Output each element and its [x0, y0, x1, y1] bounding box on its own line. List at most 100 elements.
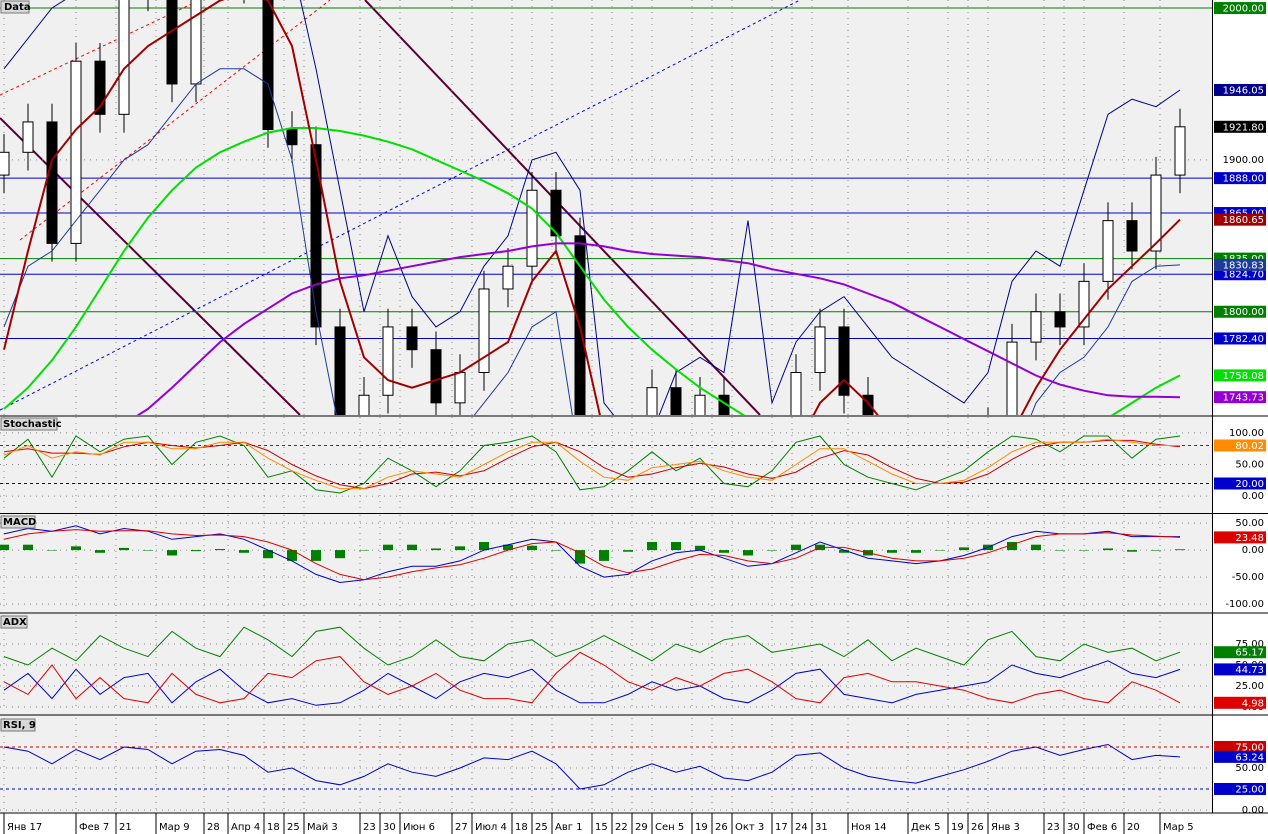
candle-body	[550, 189, 562, 237]
panel-title: RSI, 9	[3, 720, 36, 731]
x-tick-label: 30	[1067, 822, 1080, 833]
candle-body	[94, 60, 106, 115]
x-tick-label: 25	[535, 822, 548, 833]
histogram-bar	[47, 550, 57, 551]
histogram-bar	[575, 550, 585, 564]
panel-title-box	[0, 615, 28, 629]
histogram-bar	[215, 549, 225, 551]
histogram-bar	[239, 550, 249, 553]
x-tick-label: 19	[951, 822, 964, 833]
candle-body	[46, 121, 58, 244]
panel-title: ADX	[3, 617, 27, 628]
horizontal-line-label: 1824.70	[1223, 270, 1264, 281]
horizontal-line-label: 1782.40	[1223, 334, 1264, 345]
candle-body	[670, 387, 682, 415]
last-value-label-box	[1214, 646, 1266, 659]
panel-title-box	[0, 718, 36, 732]
panel-title-box	[0, 515, 36, 529]
candle-body	[1102, 220, 1114, 282]
indicator-line	[3, 68, 1181, 415]
horizontal-line-label-box	[1214, 305, 1266, 318]
panels	[0, 0, 1212, 812]
histogram-bar	[455, 546, 465, 551]
candle-body	[406, 326, 418, 351]
x-tick-label: Сен 5	[655, 822, 684, 833]
last-value-label: 1758.08	[1223, 371, 1264, 382]
x-tick-label: 27	[455, 822, 468, 833]
last-value-label: 80.02	[1235, 441, 1264, 452]
level-label: 75.00	[1235, 742, 1264, 753]
last-value-label-box	[1214, 258, 1266, 271]
x-tick-label: Июн 6	[403, 822, 435, 833]
x-tick-label: Янв 3	[991, 822, 1020, 833]
indicator-line	[3, 435, 1181, 494]
candle-body	[22, 121, 34, 153]
candle-body	[70, 60, 82, 244]
histogram-bar	[1151, 550, 1161, 551]
histogram-bar	[1175, 549, 1185, 551]
histogram-bar	[695, 545, 705, 551]
y-tick-label: 0.00	[1242, 545, 1264, 556]
y-tick-label: -100.00	[1225, 599, 1264, 610]
panel-title-box	[0, 417, 58, 431]
panel	[0, 515, 1212, 610]
last-value-label-box	[1214, 531, 1266, 544]
histogram-bar	[407, 544, 417, 551]
histogram-bar	[383, 544, 393, 551]
histogram-bar	[1103, 548, 1113, 551]
histogram-bar	[167, 550, 177, 556]
x-tick-label: 18	[267, 822, 280, 833]
histogram-bar	[95, 550, 105, 553]
indicator-line	[3, 529, 1181, 581]
histogram-bar	[287, 550, 297, 561]
x-tick-label: Ноя 14	[851, 822, 887, 833]
histogram-bar	[359, 550, 369, 551]
horizontal-line-label: 2000.00	[1223, 4, 1264, 15]
last-value-label-box	[1214, 439, 1266, 452]
x-tick-label: 28	[207, 822, 220, 833]
histogram-bar	[551, 550, 561, 551]
last-value-label: 1860.65	[1223, 215, 1264, 226]
level-label: 25.00	[1235, 784, 1264, 795]
histogram-bar	[623, 550, 633, 552]
last-value-label: 1921.80	[1223, 122, 1264, 133]
histogram-bar	[527, 545, 537, 551]
last-value-label-box	[1214, 83, 1266, 96]
y-tick-label: 50.00	[1235, 460, 1264, 471]
x-tick-label: Июл 4	[475, 822, 507, 833]
level-label-box	[1214, 782, 1266, 795]
x-tick-label: Фев 7	[79, 822, 109, 833]
y-tick-label: 1900.00	[1223, 155, 1264, 166]
indicator-line	[3, 127, 1181, 415]
candle-body	[478, 288, 490, 373]
horizontal-line-label-box	[1214, 2, 1266, 15]
histogram-bar	[1007, 541, 1017, 551]
histogram-bar	[263, 550, 273, 559]
candle-body	[862, 394, 874, 415]
last-value-label: 1946.05	[1223, 85, 1264, 96]
indicator-line	[136, 242, 1181, 415]
last-value-label-box	[1214, 663, 1266, 676]
candle-body	[1006, 341, 1018, 415]
candle-body	[790, 371, 802, 415]
last-value-label: 1830.83	[1223, 260, 1264, 271]
histogram-bar	[887, 550, 897, 553]
horizontal-line-label-box	[1214, 268, 1266, 281]
candle-body	[1054, 311, 1066, 328]
candle-body	[814, 326, 826, 373]
x-tick-label: Окт 3	[735, 822, 764, 833]
last-value-label-box	[1214, 391, 1266, 404]
indicator-line	[3, 438, 1180, 490]
candle-body	[1078, 280, 1090, 328]
x-tick-label: Апр 4	[231, 822, 260, 833]
x-tick-label: 25	[287, 822, 300, 833]
level-label: 20.00	[1235, 479, 1264, 490]
x-tick-label: Мар 9	[159, 822, 190, 833]
candle-body	[646, 387, 658, 415]
x-tick-label: Авг 1	[555, 822, 583, 833]
candle-body	[382, 326, 394, 396]
candle-body	[454, 371, 466, 404]
panel	[0, 615, 1212, 710]
histogram-bar	[335, 550, 345, 559]
indicator-line	[3, 651, 1181, 704]
